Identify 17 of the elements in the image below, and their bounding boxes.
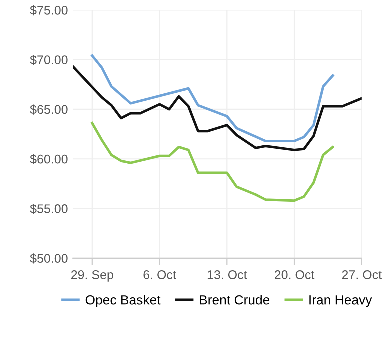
x-tick-label: 27. Oct: [342, 270, 382, 280]
y-tick-label: $55.00: [30, 204, 68, 214]
legend-label: Opec Basket: [86, 295, 161, 308]
line-series: [91, 54, 334, 142]
legend-label: Iran Heavy: [310, 296, 372, 308]
line-series: [91, 122, 334, 202]
x-tick-label: 20. Oct: [275, 270, 315, 280]
x-tick-label: 13. Oct: [208, 270, 248, 280]
x-tick-label: 29. Sep: [71, 270, 114, 282]
legend-label: Brent Crude: [200, 295, 270, 305]
y-tick-label: $75.00: [30, 5, 68, 16]
x-tick-label: 6. Oct: [144, 270, 176, 280]
y-tick-label: $65.00: [30, 104, 68, 115]
line-series: [73, 66, 362, 152]
y-tick-label: $50.00: [30, 254, 68, 264]
y-tick-label: $70.00: [30, 55, 68, 66]
y-tick-label: $60.00: [30, 154, 68, 165]
